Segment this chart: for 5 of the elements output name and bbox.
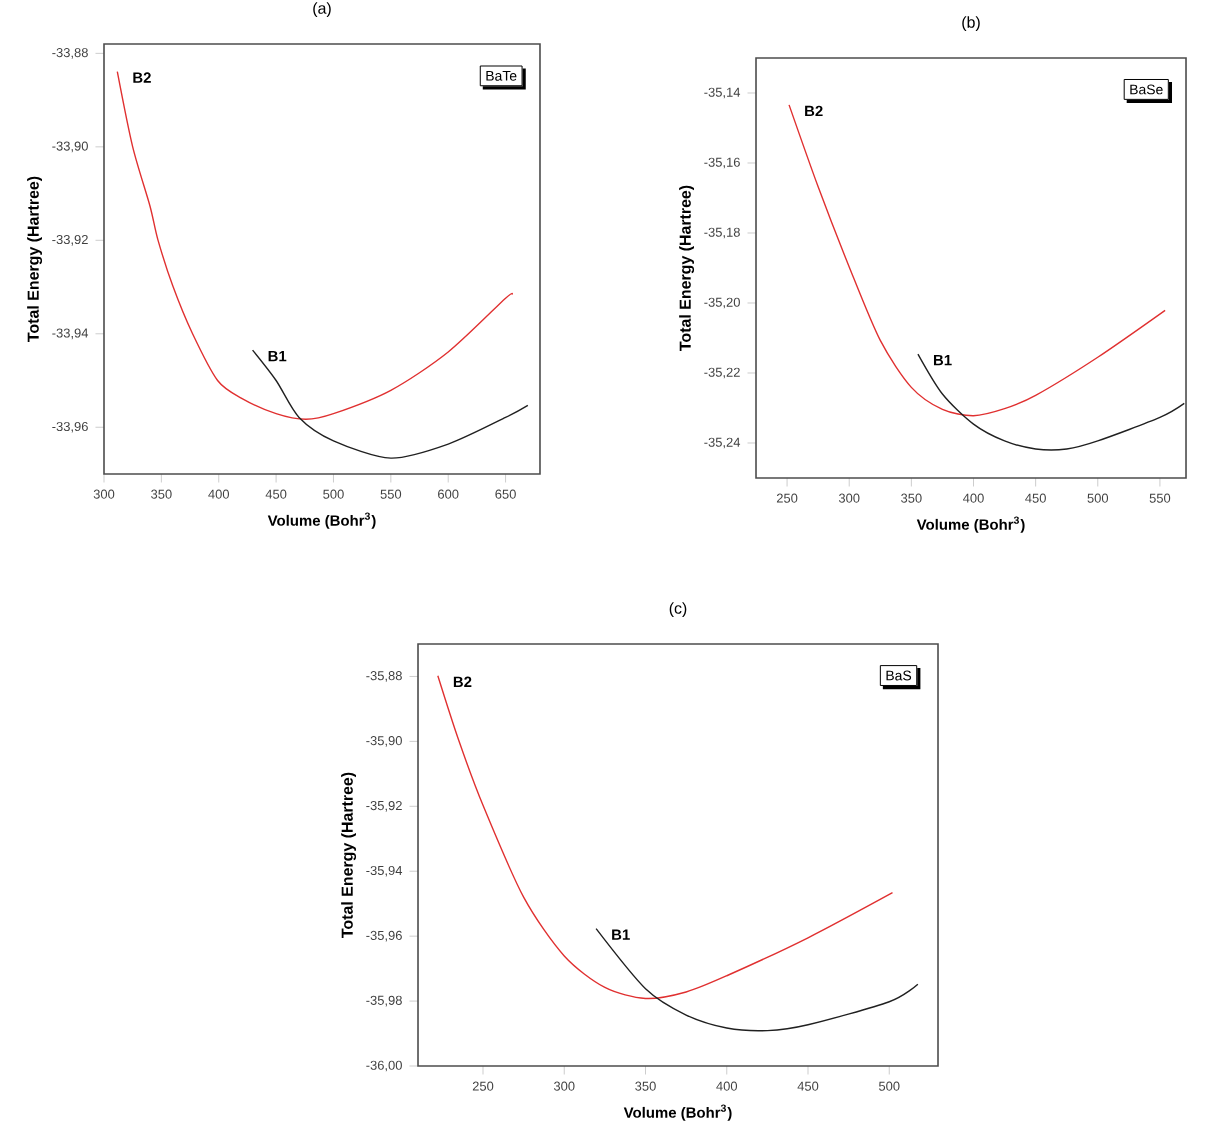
line-series — [788, 104, 1166, 417]
line-series — [116, 70, 513, 421]
line-series — [595, 927, 919, 1032]
line-series — [917, 353, 1185, 451]
line-series — [251, 349, 529, 459]
